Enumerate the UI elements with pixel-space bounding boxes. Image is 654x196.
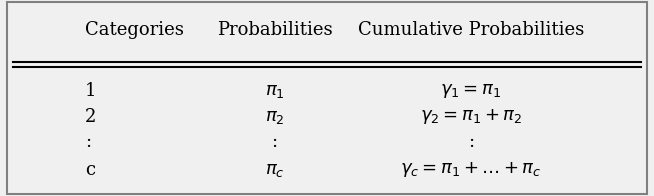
Text: Cumulative Probabilities: Cumulative Probabilities [358, 21, 584, 39]
Text: Probabilities: Probabilities [217, 21, 332, 39]
Text: $\pi_{1}$: $\pi_{1}$ [265, 82, 284, 100]
Text: $\gamma_{1} = \pi_{1}$: $\gamma_{1} = \pi_{1}$ [440, 82, 502, 100]
Text: Categories: Categories [85, 21, 184, 39]
Text: 1: 1 [85, 82, 97, 100]
Text: :: : [271, 133, 278, 151]
Text: 2: 2 [85, 108, 96, 126]
FancyBboxPatch shape [7, 2, 647, 194]
Text: c: c [85, 161, 95, 179]
Text: :: : [85, 133, 91, 151]
Text: :: : [468, 133, 474, 151]
Text: $\gamma_{c} = \pi_{1} +\ldots+ \pi_{c}$: $\gamma_{c} = \pi_{1} +\ldots+ \pi_{c}$ [400, 160, 542, 179]
Text: $\gamma_{2} = \pi_{1} + \pi_{2}$: $\gamma_{2} = \pi_{1} + \pi_{2}$ [420, 107, 522, 126]
Text: $\pi_{2}$: $\pi_{2}$ [265, 108, 284, 126]
Text: $\pi_{c}$: $\pi_{c}$ [265, 161, 284, 179]
